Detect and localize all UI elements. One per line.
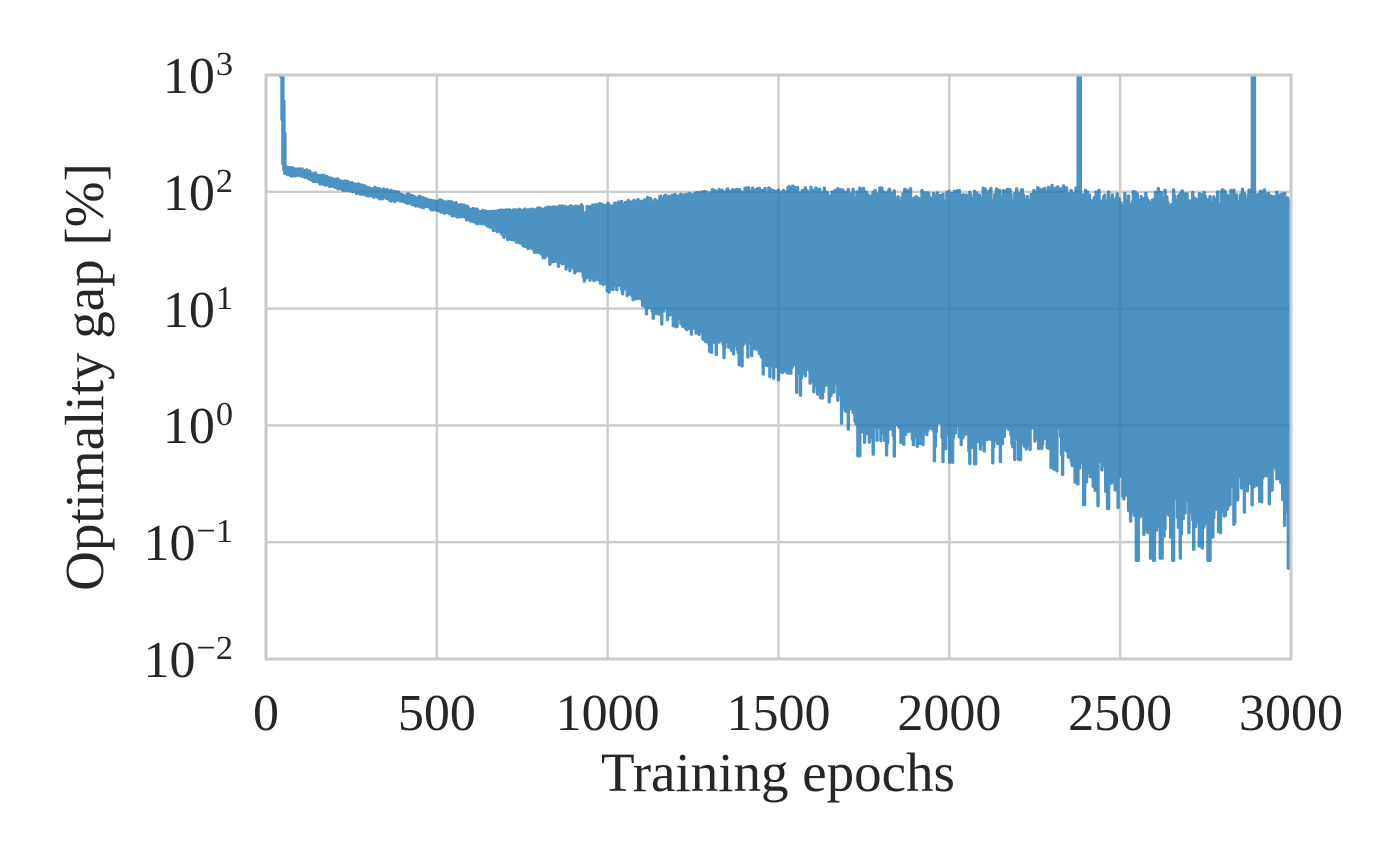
y-tick-exponent: 3 (215, 44, 233, 83)
y-axis-label: Optimality gap [%] (54, 163, 115, 591)
y-tick-exponent: 2 (215, 161, 233, 200)
y-tick-exponent: 1 (215, 278, 233, 317)
y-tick-label: 101 (163, 280, 233, 336)
x-axis-label: Training epochs (601, 742, 955, 803)
series-spikes (1076, 75, 1257, 455)
y-tick-label: 100 (163, 397, 233, 453)
x-tick-label: 3000 (1239, 685, 1343, 742)
x-tick-label: 1000 (555, 685, 660, 742)
y-tick-base: 10 (143, 515, 196, 573)
y-tick-base: 10 (162, 281, 215, 339)
x-tick-label: 0 (253, 685, 279, 742)
y-tick-label: 102 (162, 161, 233, 222)
y-tick-label: 10−1 (143, 514, 233, 570)
x-tick-label: 2500 (1068, 685, 1173, 742)
y-tick-base: 10 (162, 164, 215, 222)
y-tick-base: 10 (162, 398, 215, 456)
x-tick-label: 1500 (726, 685, 831, 742)
y-tick-base: 10 (143, 632, 196, 690)
plot-border (264, 73, 1293, 661)
y-tick-exponent: −2 (196, 628, 233, 667)
series-optimality-gap (279, 75, 1291, 570)
y-tick-exponent: 0 (215, 395, 233, 434)
y-tick-label: 10−2 (143, 631, 233, 687)
y-tick-exponent: −1 (196, 512, 233, 551)
y-tick-base: 10 (162, 48, 215, 106)
x-tick-label: 500 (397, 685, 476, 742)
y-tick-label: 103 (163, 47, 233, 103)
x-tick-label: 2000 (897, 685, 1002, 742)
